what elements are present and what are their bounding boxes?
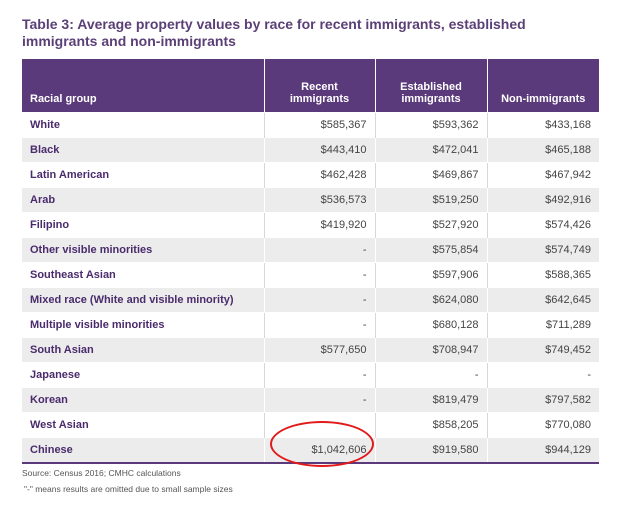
property-values-table-container: Racial group Recent immigrants Establish… [22,59,599,464]
table-row: Black $443,410 $472,041 $465,188 [22,137,599,163]
racial-group-cell: Mixed race (White and visible minority) [22,287,265,313]
recent-immigrants-value: $577,650 [264,337,376,363]
table-row: Korean - $819,479 $797,582 [22,387,599,413]
established-immigrants-value: $680,128 [375,312,488,338]
recent-immigrants-value: $443,410 [264,137,376,163]
header-racial-group: Racial group [22,59,265,113]
racial-group-cell: Chinese [22,437,265,462]
recent-immigrants-value: - [264,387,376,413]
established-immigrants-value: $469,867 [375,162,488,188]
header-recent-immigrants: Recent immigrants [264,59,376,113]
table-row: Japanese - - - [22,362,599,388]
table-row: Other visible minorities - $575,854 $574,74… [22,237,599,263]
racial-group-cell: Japanese [22,362,265,388]
racial-group-cell: Multiple visible minorities [22,312,265,338]
established-immigrants-value: $575,854 [375,237,488,263]
non-immigrants-value: $642,645 [487,287,599,313]
recent-immigrants-value: - [264,237,376,263]
table-row: Southeast Asian - $597,906 $588,365 [22,262,599,288]
racial-group-cell: West Asian [22,412,265,438]
racial-group-cell: Southeast Asian [22,262,265,288]
table-header-row: Racial group Recent immigrants Establish… [22,59,599,113]
table-row: South Asian $577,650 $708,947 $749,452 [22,337,599,363]
racial-group-cell: Other visible minorities [22,237,265,263]
racial-group-cell: South Asian [22,337,265,363]
established-immigrants-value: $593,362 [375,112,488,138]
table-bottom-rule [22,462,599,464]
recent-immigrants-value: - [264,262,376,288]
recent-immigrants-value: $1,042,606 [264,437,376,462]
established-immigrants-value: $527,920 [375,212,488,238]
table-row: West Asian $858,205 $770,080 [22,412,599,438]
non-immigrants-value: $433,168 [487,112,599,138]
established-immigrants-value: $919,580 [375,437,488,462]
established-immigrants-value: $519,250 [375,187,488,213]
table-row: Mixed race (White and visible minority) -… [22,287,599,313]
table-row: White $585,367 $593,362 $433,168 [22,112,599,138]
header-non-immigrants: Non-immigrants [487,59,599,113]
established-immigrants-value: $472,041 [375,137,488,163]
racial-group-cell: Black [22,137,265,163]
racial-group-cell: White [22,112,265,138]
established-immigrants-value: $708,947 [375,337,488,363]
omission-note: "-" means results are omitted due to sma… [24,484,233,494]
source-note: Source: Census 2016; CMHC calculations [22,468,181,478]
racial-group-cell: Korean [22,387,265,413]
recent-immigrants-value: $419,920 [264,212,376,238]
header-established-immigrants: Established immigrants [375,59,488,113]
table-row: Multiple visible minorities - $680,128 $711… [22,312,599,338]
established-immigrants-value: $597,906 [375,262,488,288]
non-immigrants-value: $467,942 [487,162,599,188]
table-body: White $585,367 $593,362 $433,168 Black $443,4… [22,112,599,462]
non-immigrants-value: $574,426 [487,212,599,238]
non-immigrants-value: - [487,362,599,388]
established-immigrants-value: - [375,362,488,388]
established-immigrants-value: $819,479 [375,387,488,413]
established-immigrants-value: $858,205 [375,412,488,438]
recent-immigrants-value: - [264,287,376,313]
non-immigrants-value: $574,749 [487,237,599,263]
recent-immigrants-value: - [264,312,376,338]
table-row: Arab $536,573 $519,250 $492,916 [22,187,599,213]
table-row: Filipino $419,920 $527,920 $574,426 [22,212,599,238]
table-row: Chinese $1,042,606 $919,580 $944,129 [22,437,599,462]
recent-immigrants-value: $462,428 [264,162,376,188]
racial-group-cell: Filipino [22,212,265,238]
racial-group-cell: Latin American [22,162,265,188]
non-immigrants-value: $770,080 [487,412,599,438]
established-immigrants-value: $624,080 [375,287,488,313]
non-immigrants-value: $944,129 [487,437,599,462]
table-row: Latin American $462,428 $469,867 $467,942 [22,162,599,188]
non-immigrants-value: $492,916 [487,187,599,213]
non-immigrants-value: $465,188 [487,137,599,163]
non-immigrants-value: $749,452 [487,337,599,363]
recent-immigrants-value: $585,367 [264,112,376,138]
property-values-table: Racial group Recent immigrants Establish… [22,59,599,462]
recent-immigrants-value: - [264,362,376,388]
recent-immigrants-value: $536,573 [264,187,376,213]
recent-immigrants-value [264,412,376,438]
non-immigrants-value: $797,582 [487,387,599,413]
racial-group-cell: Arab [22,187,265,213]
non-immigrants-value: $711,289 [487,312,599,338]
non-immigrants-value: $588,365 [487,262,599,288]
table-title: Table 3: Average property values by race… [22,16,526,49]
